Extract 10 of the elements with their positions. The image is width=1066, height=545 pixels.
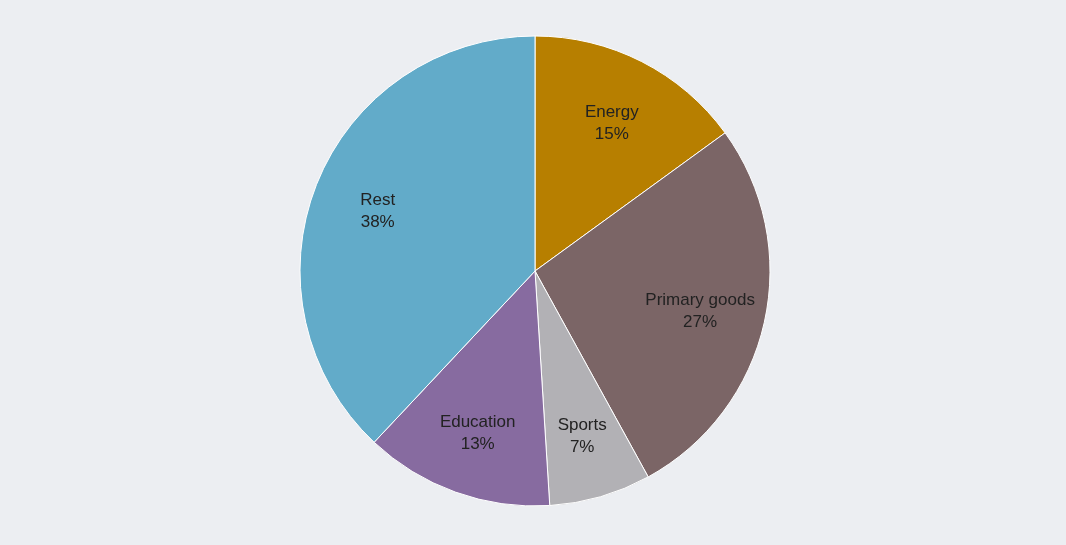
slice-label: Rest	[360, 190, 396, 210]
data-label: 15%	[594, 123, 629, 143]
slice-label: Primary goods	[645, 289, 755, 309]
data-label: 38%	[360, 212, 395, 232]
data-label: 13%	[460, 433, 495, 453]
slice-label: Sports	[557, 415, 607, 435]
slice-label: Education	[439, 411, 516, 431]
data-label: 27%	[683, 311, 718, 331]
slice-label: Energy	[584, 101, 640, 121]
data-label: 7%	[569, 437, 595, 457]
